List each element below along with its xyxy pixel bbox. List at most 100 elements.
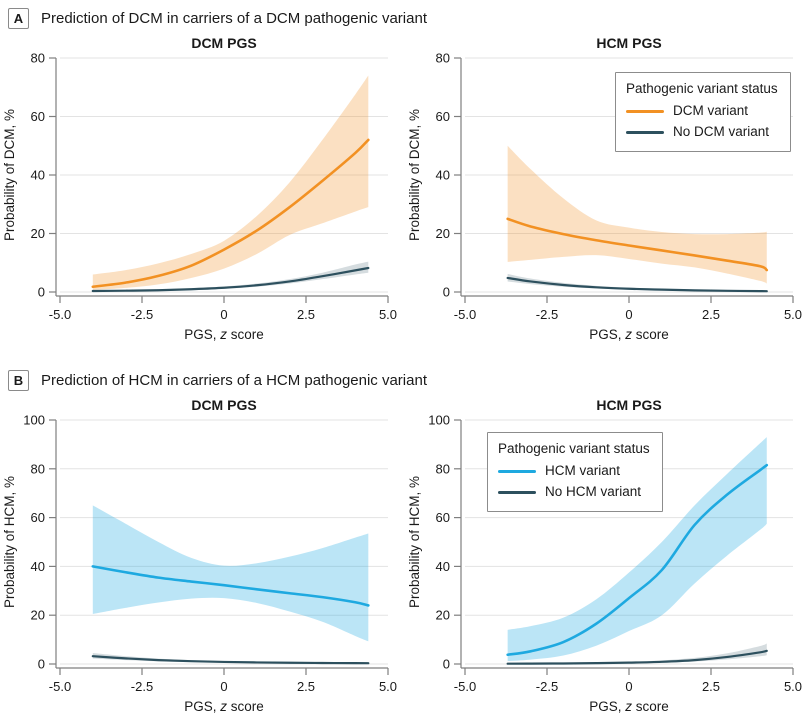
y-tick-label: 80: [436, 461, 450, 476]
x-tick-label: 2.5: [297, 679, 315, 694]
x-tick-label: -5.0: [49, 307, 71, 322]
y-tick-label: 0: [38, 657, 45, 672]
x-tick-label: 0: [625, 679, 632, 694]
legend-b-title: Pathogenic variant status: [498, 441, 650, 456]
series-line-dcm-variant: [91, 138, 370, 289]
legend-item-dcm-variant: DCM variant: [626, 101, 778, 122]
panel-b-label: B: [8, 369, 29, 391]
y-tick-label: 100: [23, 413, 45, 428]
x-tick-label: 2.5: [702, 307, 720, 322]
x-tick-label: 5.0: [784, 307, 802, 322]
no-hcm-variant-line-swatch: [498, 490, 536, 495]
confidence-band-hcm-variant: [92, 505, 369, 642]
dcm-variant-line-swatch: [626, 109, 664, 114]
y-tick-label: 20: [436, 226, 450, 241]
chart-b-dcm-pgs: 0 20 40 60 80 100 -5.0 -2.5 0 2.5 5.0 DCM PGS Probab…: [0, 394, 405, 716]
legend-item-no-dcm-variant: No DCM variant: [626, 122, 778, 143]
x-tick-label: 5.0: [379, 679, 397, 694]
x-axis-label: PGS, z score: [184, 327, 264, 342]
x-axis-label: PGS, z score: [184, 699, 264, 714]
panel-a: A Prediction of DCM in carriers of a DCM…: [0, 6, 810, 344]
x-axis-label: PGS, z score: [589, 327, 669, 342]
legend-label-no-hcm-variant: No HCM variant: [545, 483, 642, 499]
y-tick-label: 20: [31, 608, 45, 623]
y-tick-label: 40: [436, 559, 450, 574]
y-tick-label: 20: [436, 608, 450, 623]
x-tick-label: 0: [220, 679, 227, 694]
chart-svg: 0 20 40 60 80 -5.0 -2.5 0 2.5 5.0 DCM PGS Probabili…: [2, 35, 397, 342]
confidence-band-no-dcm-variant: [507, 273, 767, 292]
y-tick-label: 80: [31, 51, 45, 66]
chart-title: HCM PGS: [596, 397, 661, 413]
series-line-no-hcm-variant: [91, 655, 370, 665]
confidence-band-no-dcm-variant: [92, 261, 369, 292]
x-tick-label: -2.5: [536, 679, 558, 694]
chart-title: DCM PGS: [191, 35, 256, 51]
y-tick-label: 80: [436, 51, 450, 66]
y-tick-label: 60: [436, 510, 450, 525]
y-tick-label: 0: [443, 285, 450, 300]
x-tick-label: 0: [625, 307, 632, 322]
panel-a-charts-row: 0 20 40 60 80 -5.0 -2.5 0 2.5 5.0 DCM PGS Probabili…: [0, 32, 810, 344]
legend-label-no-dcm-variant: No DCM variant: [673, 123, 770, 139]
y-axis-label: Probability of DCM, %: [2, 109, 17, 241]
legend-label-hcm-variant: HCM variant: [545, 462, 621, 478]
y-tick-label: 0: [443, 657, 450, 672]
x-tick-label: -5.0: [454, 679, 476, 694]
confidence-band-hcm-variant: [507, 437, 767, 662]
x-tick-label: 2.5: [297, 307, 315, 322]
x-axis-label: PGS, z score: [589, 699, 669, 714]
y-tick-label: 40: [436, 168, 450, 183]
panel-b-header: B Prediction of HCM in carriers of a HCM…: [8, 368, 810, 392]
series-line-dcm-variant: [506, 217, 769, 272]
x-tick-label: -2.5: [131, 307, 153, 322]
y-axis-label: Probability of DCM, %: [407, 109, 422, 241]
y-tick-label: 0: [38, 285, 45, 300]
y-tick-label: 20: [31, 226, 45, 241]
y-axis-label: Probability of HCM, %: [407, 476, 422, 608]
panel-a-header: A Prediction of DCM in carriers of a DCM…: [8, 6, 810, 30]
legend-label-dcm-variant: DCM variant: [673, 102, 749, 118]
chart-a-dcm-pgs: 0 20 40 60 80 -5.0 -2.5 0 2.5 5.0 DCM PGS Probabili…: [0, 32, 405, 344]
chart-title: DCM PGS: [191, 397, 256, 413]
legend-item-no-hcm-variant: No HCM variant: [498, 482, 650, 503]
y-tick-label: 60: [436, 109, 450, 124]
series-line-no-hcm-variant: [506, 649, 768, 665]
y-tick-label: 60: [31, 510, 45, 525]
x-tick-label: 5.0: [784, 679, 802, 694]
legend-panel-b: Pathogenic variant status HCM variant No…: [487, 432, 663, 512]
panel-b-title: Prediction of HCM in carriers of a HCM p…: [41, 371, 427, 389]
y-tick-label: 100: [428, 413, 450, 428]
chart-title: HCM PGS: [596, 35, 661, 51]
series-line-hcm-variant: [91, 565, 370, 607]
x-tick-label: -5.0: [49, 679, 71, 694]
legend-a-title: Pathogenic variant status: [626, 81, 778, 96]
series-line-hcm-variant: [506, 463, 769, 657]
x-tick-label: -5.0: [454, 307, 476, 322]
chart-b-hcm-pgs: 0 20 40 60 80 100 -5.0 -2.5 0 2.5 5.0 HCM PGS Probab…: [405, 394, 810, 716]
chart-svg: 0 20 40 60 80 100 -5.0 -2.5 0 2.5 5.0 HCM PGS Probab…: [407, 397, 802, 714]
y-tick-label: 80: [31, 461, 45, 476]
y-tick-label: 40: [31, 559, 45, 574]
confidence-band-dcm-variant: [507, 145, 767, 284]
panel-a-title: Prediction of DCM in carriers of a DCM p…: [41, 9, 427, 27]
confidence-band-dcm-variant: [92, 75, 369, 290]
y-tick-label: 60: [31, 109, 45, 124]
legend-panel-a: Pathogenic variant status DCM variant No…: [615, 72, 791, 152]
panel-b: B Prediction of HCM in carriers of a HCM…: [0, 368, 810, 716]
chart-svg: 0 20 40 60 80 100 -5.0 -2.5 0 2.5 5.0 DCM PGS Probab…: [2, 397, 397, 714]
panel-b-charts-row: 0 20 40 60 80 100 -5.0 -2.5 0 2.5 5.0 DCM PGS Probab…: [0, 394, 810, 716]
series-line-no-dcm-variant: [506, 276, 768, 293]
chart-a-hcm-pgs: 0 20 40 60 80 -5.0 -2.5 0 2.5 5.0 HCM PGS Probabili…: [405, 32, 810, 344]
x-tick-label: 2.5: [702, 679, 720, 694]
no-dcm-variant-line-swatch: [626, 130, 664, 135]
legend-item-hcm-variant: HCM variant: [498, 461, 650, 482]
x-tick-label: -2.5: [131, 679, 153, 694]
series-line-no-dcm-variant: [91, 266, 370, 293]
x-tick-label: -2.5: [536, 307, 558, 322]
x-tick-label: 0: [220, 307, 227, 322]
hcm-variant-line-swatch: [498, 469, 536, 474]
panel-a-label: A: [8, 7, 29, 29]
y-axis-label: Probability of HCM, %: [2, 476, 17, 608]
